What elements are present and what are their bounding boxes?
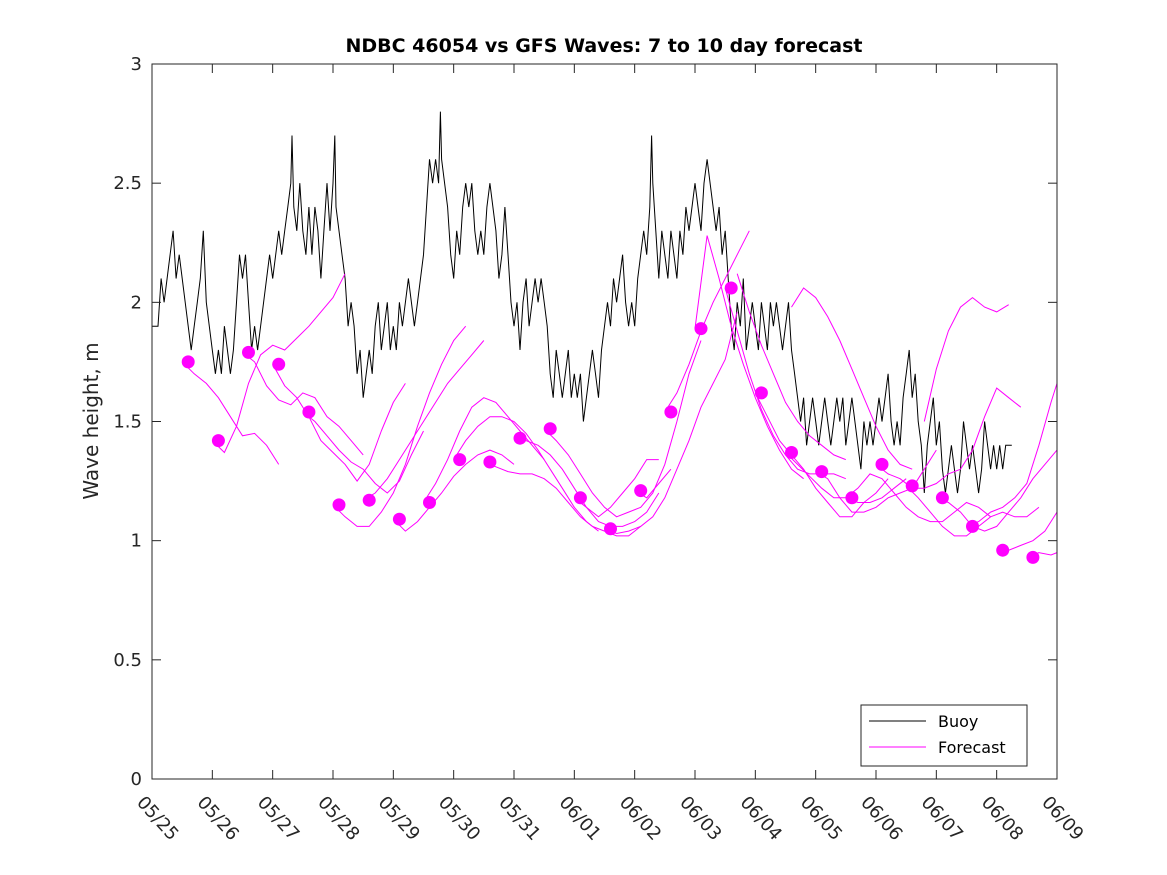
forecast-line-1: [211, 273, 346, 454]
forecast-marker-26: [966, 519, 979, 533]
ytick-label: 2.5: [113, 173, 142, 194]
forecast-line-5: [332, 325, 467, 527]
forecast-marker-13: [573, 491, 587, 505]
forecast-marker-25: [935, 491, 949, 505]
forecast-line-9: [453, 416, 599, 532]
forecast-marker-15: [634, 484, 648, 498]
forecast-marker-19: [754, 386, 768, 400]
forecast-marker-16: [664, 405, 678, 419]
ytick-label: 3: [131, 54, 142, 75]
forecast-marker-11: [513, 431, 527, 445]
forecast-line-17: [694, 235, 804, 480]
forecast-marker-6: [362, 493, 376, 507]
forecast-line-31: [736, 273, 846, 461]
forecast-line-10: [483, 461, 642, 537]
forecast-line-3: [272, 364, 406, 482]
forecast-marker-14: [604, 522, 617, 536]
forecast-line-4: [302, 411, 424, 494]
forecast-marker-22: [845, 491, 859, 505]
forecast-line-26: [966, 383, 1058, 527]
forecast-marker-24: [905, 479, 919, 493]
legend-box: [860, 704, 1028, 767]
forecast-marker-0: [181, 355, 195, 369]
chart-title: NDBC 46054 vs GFS Waves: 7 to 10 day for…: [345, 35, 862, 57]
buoy-line: [152, 111, 1012, 494]
forecast-line-23: [875, 387, 1022, 489]
forecast-markers: [181, 281, 1040, 564]
legend: Buoy Forecast: [860, 704, 1028, 767]
legend-buoy-label: Buoy: [938, 712, 978, 731]
forecast-line-22: [845, 473, 991, 523]
forecast-line-2: [242, 352, 364, 456]
forecast-marker-18: [724, 281, 738, 295]
forecast-line-30: [791, 287, 913, 470]
forecast-marker-23: [875, 457, 889, 471]
forecast-marker-27: [996, 543, 1010, 557]
y-axis-label: Wave height, m: [79, 342, 103, 499]
forecast-marker-12: [543, 422, 557, 436]
forecast-line-29: [923, 296, 1009, 422]
legend-forecast-label: Forecast: [938, 738, 1006, 757]
forecast-marker-8: [423, 496, 436, 509]
forecast-marker-10: [483, 455, 497, 469]
ytick-label: 1: [131, 531, 142, 552]
forecast-line-12: [543, 340, 702, 518]
buoy-series: [152, 111, 1012, 494]
plot-area: [152, 111, 1058, 564]
forecast-marker-28: [1026, 550, 1040, 564]
forecast-line-14: [604, 311, 738, 535]
forecast-line-25: [936, 449, 1058, 532]
ytick-label: 0: [131, 769, 142, 790]
forecast-marker-7: [392, 512, 406, 526]
forecast-marker-20: [785, 446, 798, 459]
forecast-marker-3: [272, 357, 286, 371]
forecast-marker-2: [242, 345, 255, 359]
ytick-label: 2: [131, 292, 142, 313]
forecast-line-0: [181, 361, 280, 465]
forecast-line-16: [664, 230, 750, 413]
forecast-line-6: [362, 340, 485, 501]
forecast-line-19: [754, 392, 889, 518]
forecast-marker-1: [211, 434, 225, 448]
forecast-marker-4: [302, 405, 316, 419]
y-axis-ticks: 0 0.5 1 1.5 2 2.5 3: [113, 54, 1057, 790]
forecast-line-13: [573, 459, 659, 518]
ytick-label: 1.5: [113, 412, 142, 433]
forecast-marker-17: [694, 322, 708, 336]
forecast-marker-5: [332, 498, 346, 512]
ytick-label: 0.5: [113, 650, 142, 671]
forecast-marker-21: [815, 465, 829, 479]
forecast-line-7: [392, 449, 515, 532]
forecast-marker-9: [453, 453, 467, 467]
